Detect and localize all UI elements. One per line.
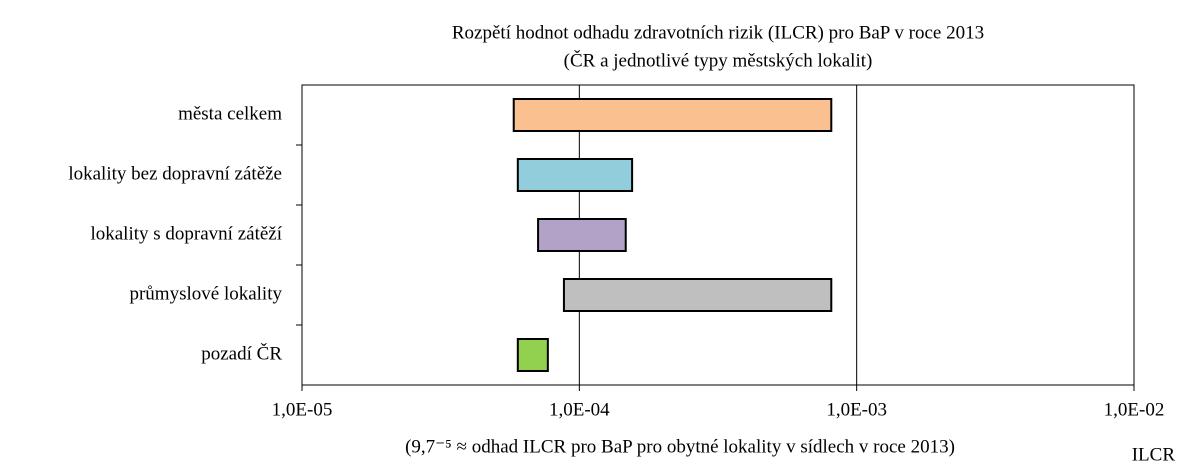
- x-axis-label: ILCR: [1132, 444, 1176, 465]
- x-tick-label: 1,0E-05: [272, 399, 333, 420]
- note: (9,7⁻⁵ ≈ odhad ILCR pro BaP pro obytné l…: [405, 436, 955, 457]
- y-tick-label: lokality bez dopravní zátěže: [68, 163, 282, 184]
- x-tick-label: 1,0E-02: [1104, 399, 1165, 420]
- y-tick-label: pozadí ČR: [201, 342, 282, 364]
- x-tick-label: 1,0E-03: [826, 399, 887, 420]
- range-bar: [512, 98, 833, 132]
- chart-subtitle: (ČR a jednotlivé typy městských lokalit): [564, 49, 873, 71]
- range-bar: [537, 218, 627, 252]
- range-bar: [516, 338, 549, 372]
- y-tick-label: lokality s dopravní zátěží: [90, 223, 282, 244]
- y-tick-label: průmyslové lokality: [129, 283, 282, 304]
- chart-title: Rozpětí hodnot odhadu zdravotních rizik …: [452, 22, 984, 43]
- range-bar: [562, 278, 833, 312]
- x-tick-label: 1,0E-04: [549, 399, 610, 420]
- y-tick-label: města celkem: [178, 103, 282, 124]
- range-bar: [516, 158, 634, 192]
